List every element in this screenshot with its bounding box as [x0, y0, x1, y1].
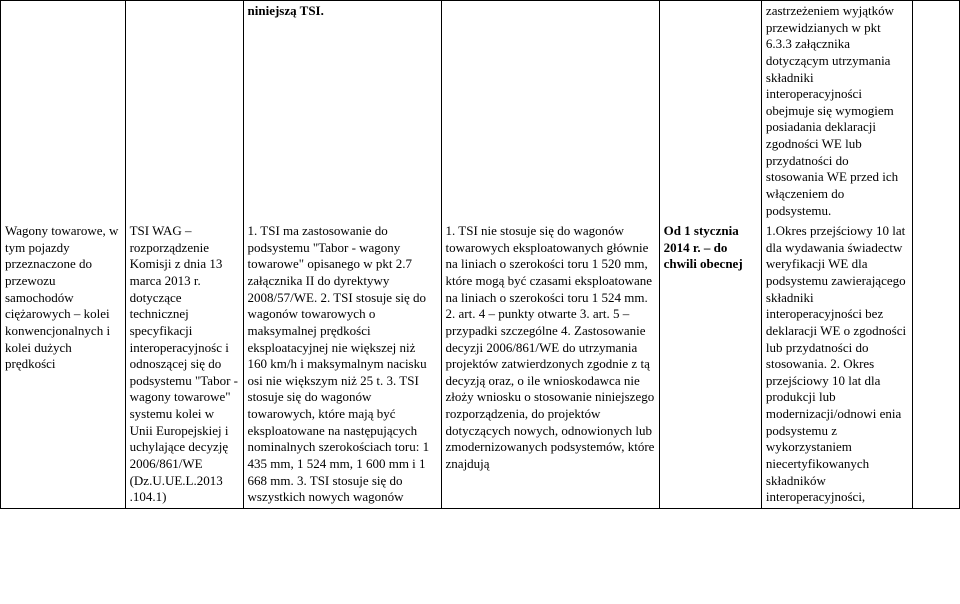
cell-r1-c3: niniejszą TSI.	[243, 1, 441, 222]
cell-r2-c3: 1. TSI ma zastosowanie do podsystemu "Ta…	[243, 221, 441, 508]
spec-table: niniejszą TSI. zastrzeżeniem wyjątków pr…	[0, 0, 960, 509]
cell-r1-c4	[441, 1, 659, 222]
table-row: niniejszą TSI. zastrzeżeniem wyjątków pr…	[1, 1, 960, 222]
cell-r1-c7	[913, 1, 960, 222]
cell-r1-c2	[125, 1, 243, 222]
table-row: Wagony towarowe, w tym pojazdy przeznacz…	[1, 221, 960, 508]
cell-r2-c1: Wagony towarowe, w tym pojazdy przeznacz…	[1, 221, 126, 508]
cell-r2-c2: TSI WAG – rozporządzenie Komisji z dnia …	[125, 221, 243, 508]
cell-r1-c1	[1, 1, 126, 222]
cell-r2-c5: Od 1 stycznia 2014 r. – do chwili obecne…	[659, 221, 761, 508]
cell-r2-c7	[913, 221, 960, 508]
cell-r1-c5	[659, 1, 761, 222]
cell-r1-c6: zastrzeżeniem wyjątków przewidzianych w …	[761, 1, 912, 222]
cell-r2-c4: 1. TSI nie stosuje się do wagonów towaro…	[441, 221, 659, 508]
cell-r2-c6: 1.Okres przejściowy 10 lat dla wydawania…	[761, 221, 912, 508]
